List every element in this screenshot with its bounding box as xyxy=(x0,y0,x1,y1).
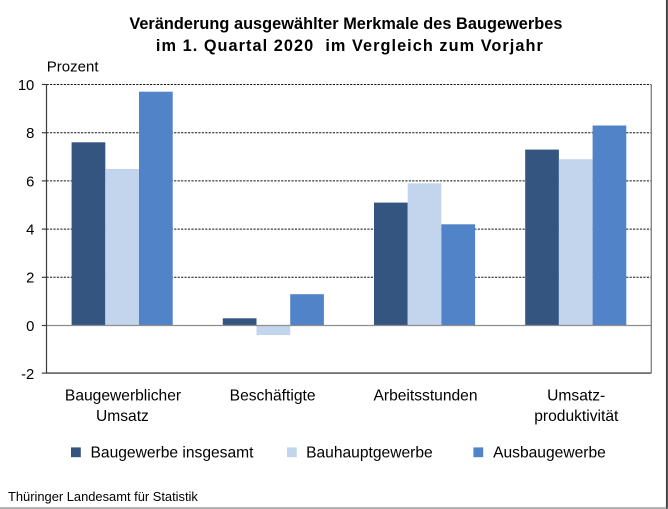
svg-text:Beschäftigte: Beschäftigte xyxy=(230,387,316,404)
svg-text:Arbeitsstunden: Arbeitsstunden xyxy=(373,387,477,404)
svg-text:Umsatz: Umsatz xyxy=(96,408,149,425)
svg-text:10: 10 xyxy=(18,78,34,94)
svg-text:0: 0 xyxy=(26,319,34,335)
svg-text:8: 8 xyxy=(26,126,34,142)
svg-text:-2: -2 xyxy=(21,367,34,383)
svg-text:Bauhauptgewerbe: Bauhauptgewerbe xyxy=(306,445,433,462)
svg-text:Baugewerbe insgesamt: Baugewerbe insgesamt xyxy=(91,445,255,462)
svg-text:produktivität: produktivität xyxy=(534,408,619,425)
svg-text:Prozent: Prozent xyxy=(47,59,100,76)
svg-text:Ausbaugewerbe: Ausbaugewerbe xyxy=(493,445,606,462)
svg-text:Veränderung ausgewählter Merkm: Veränderung ausgewählter Merkmale des Ba… xyxy=(129,15,562,33)
svg-text:Thüringer Landesamt für Statis: Thüringer Landesamt für Statistik xyxy=(8,489,198,504)
svg-text:2: 2 xyxy=(26,271,34,287)
svg-text:Umsatz-: Umsatz- xyxy=(547,387,605,404)
svg-text:4: 4 xyxy=(26,223,34,239)
svg-text:im 1. Quartal 2020 im Verglei: im 1. Quartal 2020 im Vergleich zum Vorj… xyxy=(156,37,544,55)
svg-text:Baugewerblicher: Baugewerblicher xyxy=(65,387,181,404)
svg-text:6: 6 xyxy=(26,174,34,190)
